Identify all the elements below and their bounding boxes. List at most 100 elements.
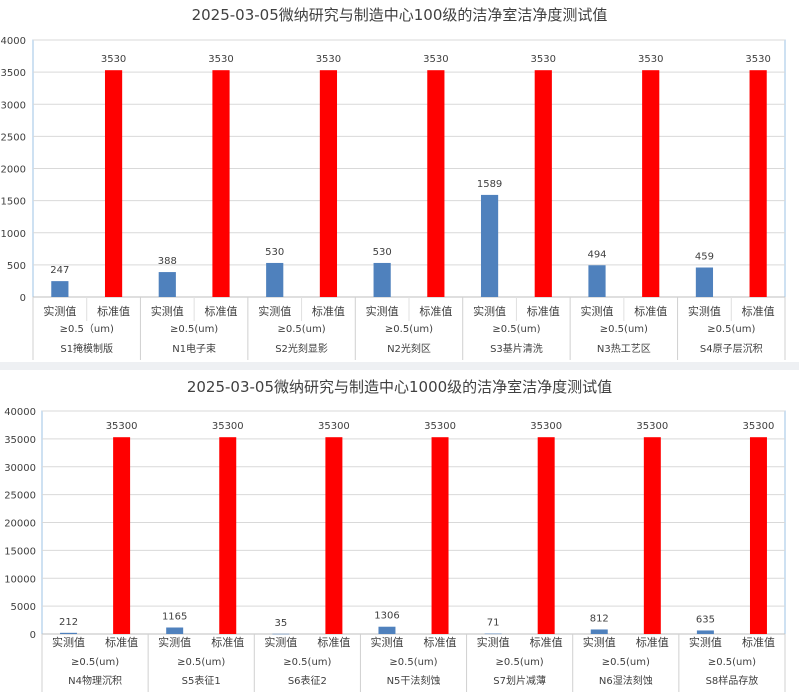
x-tick-label: 标准值	[634, 304, 667, 318]
data-label: 530	[265, 247, 284, 258]
bar-measured	[51, 281, 69, 297]
bar-measured	[695, 267, 714, 297]
bar-measured	[166, 627, 184, 634]
group-spec-label: ≥0.5(um)	[170, 324, 218, 335]
x-tick-label: 实测值	[258, 304, 291, 318]
data-label: 3530	[638, 54, 663, 65]
data-label: 3530	[101, 54, 126, 65]
data-label: 1306	[374, 611, 399, 622]
bar-measured	[158, 272, 176, 297]
group-name-label: S1掩模制版	[60, 342, 113, 355]
data-label: 530	[373, 247, 392, 258]
group-spec-label: ≥0.5(um)	[389, 657, 437, 668]
bar-measured	[266, 262, 284, 297]
y-tick-label: 20000	[4, 519, 36, 530]
group-spec-label: ≥0.5(um)	[71, 657, 119, 668]
group-spec-label: ≥0.5(um)	[496, 657, 544, 668]
x-tick-label: 实测值	[370, 635, 403, 649]
x-tick-label: 标准值	[312, 304, 345, 318]
data-label: 3530	[423, 54, 448, 65]
chart-svg-100: 0 500 1000 1500 2000 2500 3000 3500 4000 247 实测值 35…	[1, 36, 786, 360]
data-label: 3530	[316, 54, 341, 65]
group-spec-label: ≥0.5(um)	[707, 324, 755, 335]
bar-measured	[588, 265, 606, 297]
y-tick-label: 10000	[4, 574, 36, 585]
bar-standard	[104, 70, 123, 297]
data-label: 388	[158, 256, 177, 267]
data-label: 71	[487, 618, 500, 629]
group-name-label: N4物理沉积	[68, 674, 122, 687]
group-name-label: S6表征2	[288, 674, 327, 687]
data-label: 1589	[477, 179, 502, 190]
bar-standard	[325, 437, 343, 634]
bar-standard	[537, 437, 555, 634]
chart-panel-1000: 2025-03-05微纳研究与制造中心1000级的洁净室洁净度测试值 0 5000…	[0, 368, 799, 692]
x-tick-label: 标准值	[527, 304, 560, 318]
bar-standard	[749, 437, 767, 634]
group-name-label: S3基片清洗	[490, 342, 543, 355]
bar-standard	[113, 437, 131, 634]
bar-standard	[319, 70, 338, 297]
y-tick-label: 500	[7, 261, 26, 272]
y-tick-label: 1500	[1, 197, 26, 208]
bar-standard	[534, 70, 552, 297]
group-spec-label: ≥0.5(um)	[602, 657, 650, 668]
group-name-label: S5表征1	[182, 674, 221, 687]
group-name-label: S8样品存放	[706, 674, 759, 687]
x-tick-label: 标准值	[530, 635, 563, 649]
bar-measured	[373, 262, 391, 297]
data-label: 35300	[106, 421, 138, 432]
bar-measured	[696, 630, 714, 634]
y-tick-label: 2000	[1, 165, 26, 176]
y-tick-label: 3000	[1, 100, 26, 111]
data-label: 247	[50, 265, 69, 276]
group-name-label: N2光刻区	[387, 342, 431, 355]
data-label: 494	[587, 249, 606, 260]
data-label: 3530	[208, 54, 233, 65]
data-label: 459	[695, 252, 714, 263]
data-label: 1165	[162, 612, 187, 623]
y-tick-label: 5000	[11, 602, 36, 613]
data-label: 212	[59, 617, 78, 628]
group-name-label: N3热工艺区	[597, 342, 651, 355]
data-label: 35300	[212, 421, 244, 432]
group-name-label: N1电子束	[172, 342, 216, 355]
x-tick-label: 实测值	[688, 304, 721, 318]
group-spec-label: ≥0.5(um)	[492, 324, 540, 335]
bar-standard	[431, 437, 449, 634]
bar-measured	[378, 626, 396, 634]
x-tick-label: 标准值	[317, 635, 350, 649]
group-name-label: S4原子层沉积	[700, 342, 763, 355]
group-spec-label: ≥0.5(um)	[283, 657, 331, 668]
x-tick-label: 标准值	[742, 304, 775, 318]
bar-standard	[219, 437, 237, 634]
x-tick-label: 实测值	[43, 304, 76, 318]
x-tick-label: 实测值	[581, 304, 614, 318]
x-tick-label: 实测值	[366, 304, 399, 318]
x-tick-label: 标准值	[742, 635, 775, 649]
chart-panel-100: 2025-03-05微纳研究与制造中心100级的洁净室洁净度测试值 0 500 10…	[1, 6, 786, 360]
bar-standard	[642, 70, 660, 297]
group-spec-label: ≥0.5(um)	[277, 324, 325, 335]
bar-standard	[212, 70, 230, 297]
group-spec-label: ≥0.5(um)	[708, 657, 756, 668]
chart-title: 2025-03-05微纳研究与制造中心1000级的洁净室洁净度测试值	[186, 378, 613, 396]
x-tick-label: 实测值	[473, 304, 506, 318]
data-label: 35300	[318, 421, 350, 432]
chart-title: 2025-03-05微纳研究与制造中心100级的洁净室洁净度测试值	[191, 6, 608, 24]
x-tick-label: 实测值	[264, 635, 297, 649]
bar-standard	[749, 70, 767, 297]
group-name-label: N6湿法刻蚀	[599, 674, 653, 687]
bar-measured	[60, 632, 78, 634]
data-label: 635	[696, 614, 715, 625]
x-tick-label: 实测值	[151, 304, 184, 318]
data-label: 35300	[530, 421, 562, 432]
data-label: 812	[590, 613, 609, 624]
data-label: 3530	[745, 54, 770, 65]
data-label: 35300	[424, 421, 456, 432]
y-tick-label: 2500	[1, 132, 26, 143]
y-tick-label: 35000	[4, 435, 36, 446]
x-tick-label: 实测值	[689, 635, 722, 649]
y-tick-label: 25000	[4, 491, 36, 502]
x-tick-label: 实测值	[477, 635, 510, 649]
